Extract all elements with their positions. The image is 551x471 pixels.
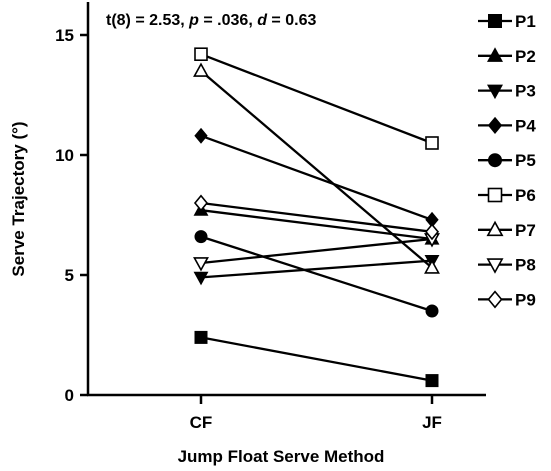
annotation-p-symbol: p [188, 12, 199, 29]
data-point-p7-jf [424, 259, 440, 274]
legend-marker-p6 [487, 187, 503, 203]
annotation-prefix: t(8) = 2.53, [106, 12, 189, 29]
legend-marker-p4 [487, 116, 503, 134]
series-line-p4 [200, 134, 433, 221]
annotation-d-symbol: d [257, 12, 268, 29]
legend-marker-p3 [487, 84, 503, 100]
y-ticks: 0 5 10 15 [55, 26, 88, 405]
y-tick-label: 0 [65, 386, 74, 405]
data-point-p6-cf [194, 47, 208, 62]
legend-label-p4: P4 [515, 116, 536, 135]
series-line-p6 [200, 53, 433, 145]
legend-label-p3: P3 [515, 82, 536, 101]
series-line-p1 [200, 336, 433, 382]
data-point-p6-jf [425, 136, 439, 150]
legend-label-p9: P9 [515, 290, 536, 309]
legend-marker-p7 [486, 220, 504, 237]
x-axis-title: Jump Float Serve Method [178, 447, 385, 466]
legend-marker-p8 [486, 258, 504, 274]
legend-label-p7: P7 [515, 221, 536, 240]
y-tick-label: 10 [55, 146, 74, 165]
legend-label-p5: P5 [515, 151, 536, 170]
series-line-p2 [200, 209, 433, 241]
y-tick-label: 15 [55, 26, 74, 45]
data-point-p9-cf [193, 194, 209, 212]
data-point-p5-jf [425, 304, 439, 318]
legend-label-p8: P8 [515, 256, 536, 275]
series-line-p7 [200, 70, 433, 269]
series-layer [193, 47, 440, 388]
data-point-p9-jf [424, 223, 440, 241]
series-line-p3 [200, 259, 433, 279]
legend-marker-p2 [487, 47, 503, 62]
legend-marker-p5 [488, 153, 502, 168]
series-line-p8 [200, 237, 433, 265]
x-ticks: CF JF [190, 395, 442, 432]
data-point-p7-cf [193, 62, 209, 77]
legend-marker-p9 [487, 290, 503, 309]
x-tick-label: JF [422, 413, 442, 432]
x-tick-label: CF [190, 413, 213, 432]
y-axis-title: Serve Trajectory (°) [9, 121, 28, 276]
series-line-p9 [200, 201, 433, 233]
y-tick-label: 5 [65, 266, 74, 285]
legend-label-p2: P2 [515, 47, 536, 66]
annotation-p-value: = .036, [199, 12, 257, 29]
legend: P1 P2 P3 P4 P5 P6 P7 P8 P9 [478, 12, 536, 309]
data-point-p5-cf [194, 230, 208, 244]
legend-label-p1: P1 [515, 12, 536, 31]
legend-marker-p1 [488, 14, 502, 28]
data-point-p3-cf [193, 271, 209, 286]
series-line-p5 [200, 235, 433, 313]
annotation-d-value: = 0.63 [267, 12, 316, 29]
legend-label-p6: P6 [515, 186, 536, 205]
annotation: t(8) = 2.53, p = .036, d = 0.63 [106, 12, 316, 29]
data-point-p1-cf [194, 330, 208, 344]
data-point-p1-jf [425, 374, 439, 388]
data-point-p8-cf [193, 257, 209, 272]
data-point-p4-cf [194, 127, 208, 144]
plot-area: 0 5 10 15 CF JF [55, 2, 486, 432]
